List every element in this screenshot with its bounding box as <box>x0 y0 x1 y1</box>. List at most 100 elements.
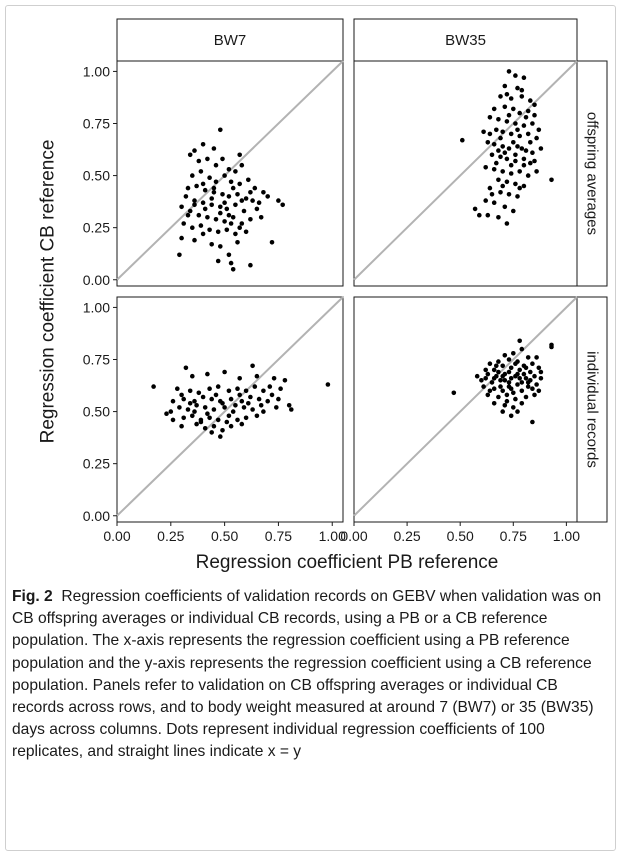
data-point <box>502 150 508 155</box>
data-point <box>198 223 204 228</box>
data-point <box>254 413 260 419</box>
x-tick-label: 0.00 <box>340 528 367 544</box>
data-point <box>183 194 189 199</box>
data-point <box>494 127 499 133</box>
data-point <box>194 403 199 408</box>
data-point <box>205 215 210 220</box>
data-point <box>532 373 537 379</box>
data-point <box>215 229 221 235</box>
data-point <box>265 398 271 404</box>
data-point <box>491 167 497 172</box>
data-point <box>200 200 206 205</box>
data-point <box>530 419 535 425</box>
data-point <box>504 156 510 162</box>
data-point <box>498 135 503 141</box>
data-point <box>517 338 522 344</box>
data-point <box>220 428 225 433</box>
data-point <box>500 183 506 189</box>
data-point <box>237 376 242 381</box>
data-point <box>515 409 520 414</box>
data-point <box>265 194 271 199</box>
data-point <box>513 396 518 402</box>
data-point <box>517 185 522 191</box>
data-point <box>521 156 527 162</box>
data-point <box>179 204 184 210</box>
data-point <box>502 378 508 383</box>
data-point <box>502 403 508 408</box>
data-point <box>525 108 531 114</box>
data-point <box>228 423 234 429</box>
reference-line-x-equals-y <box>353 60 578 281</box>
data-point <box>472 206 478 212</box>
data-point <box>523 376 529 381</box>
data-point <box>289 407 294 412</box>
data-point <box>250 198 255 203</box>
data-point <box>220 401 225 406</box>
data-point <box>233 403 238 408</box>
data-point <box>205 371 210 377</box>
data-point <box>215 258 221 264</box>
data-point <box>190 173 195 178</box>
facet-label-row-2: individual records <box>584 351 601 468</box>
data-point <box>194 183 199 189</box>
data-point <box>218 244 223 249</box>
data-point <box>513 121 518 126</box>
data-point <box>496 215 501 220</box>
data-point <box>500 363 506 369</box>
caption-text: Regression coefficients of validation re… <box>12 588 602 761</box>
data-point <box>211 423 217 429</box>
data-point <box>534 135 539 141</box>
facet-strip-row-2 <box>576 296 608 523</box>
data-point <box>222 369 227 375</box>
data-point <box>496 394 501 400</box>
data-point <box>185 212 191 218</box>
data-point <box>532 112 537 118</box>
x-tick-label: 0.25 <box>393 528 420 544</box>
data-point <box>519 87 525 93</box>
panel-bw7-row-2 <box>116 296 344 523</box>
data-point <box>233 231 238 237</box>
caption-label: Fig. 2 <box>12 588 53 605</box>
data-point <box>491 376 497 381</box>
data-point <box>534 382 539 387</box>
data-point <box>511 106 516 112</box>
data-point <box>525 355 531 360</box>
data-point <box>177 252 182 258</box>
data-point <box>224 227 230 233</box>
x-tick-label: 0.50 <box>211 528 238 544</box>
data-point <box>500 129 506 135</box>
data-point <box>511 390 516 396</box>
data-point <box>521 371 527 377</box>
y-tick-label: 0.50 <box>83 168 110 184</box>
data-point <box>276 198 281 203</box>
data-point <box>487 115 493 120</box>
data-point <box>209 430 214 435</box>
data-point <box>192 409 197 414</box>
data-point <box>496 177 501 183</box>
data-point <box>202 426 208 431</box>
data-point <box>218 434 223 439</box>
data-point <box>491 401 497 406</box>
data-point <box>523 394 529 400</box>
data-point <box>485 212 491 218</box>
data-point <box>230 185 236 191</box>
data-point <box>261 388 266 394</box>
y-axis-title: Regression coefficient CB reference <box>38 140 59 444</box>
data-point <box>494 160 499 166</box>
data-point <box>508 131 514 137</box>
data-point <box>211 146 217 151</box>
data-point <box>500 388 506 394</box>
data-point <box>491 200 497 205</box>
data-point <box>237 152 242 158</box>
y-tick-label: 0.25 <box>83 456 110 472</box>
data-point <box>228 260 234 266</box>
data-point <box>517 376 522 381</box>
data-point <box>183 365 189 371</box>
data-point <box>517 110 522 116</box>
data-point <box>177 405 182 410</box>
data-point <box>256 396 262 402</box>
data-point <box>494 363 499 369</box>
data-point <box>500 144 506 149</box>
data-point <box>523 148 529 153</box>
data-point <box>506 69 512 74</box>
